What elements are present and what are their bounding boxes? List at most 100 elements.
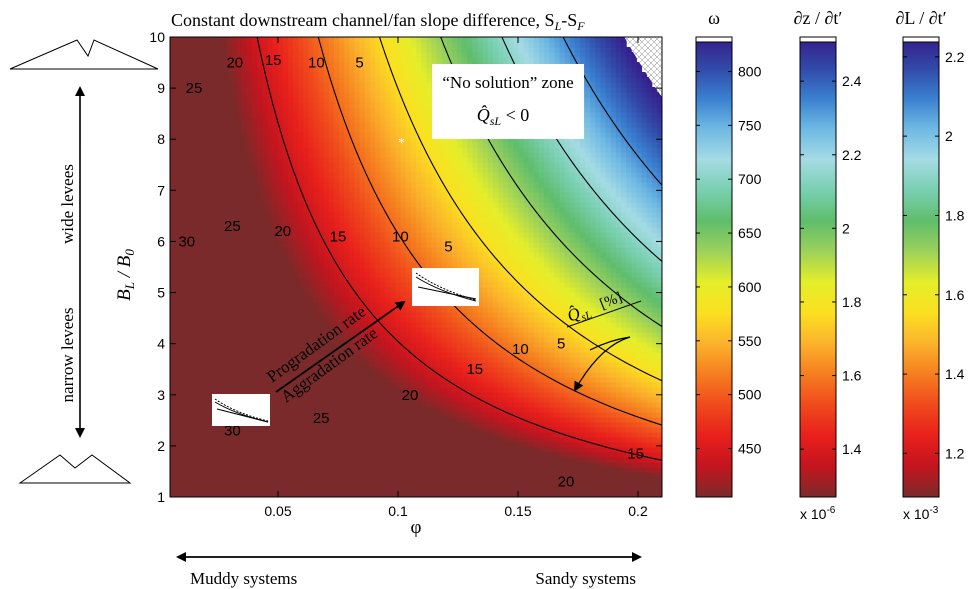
heatmap-cell xyxy=(200,282,207,288)
heatmap-cell xyxy=(313,492,320,497)
heatmap-cell xyxy=(272,312,279,318)
heatmap-cell xyxy=(180,152,186,158)
heatmap-cell xyxy=(354,302,361,308)
heatmap-cell xyxy=(344,132,350,138)
heatmap-cell xyxy=(241,342,248,348)
heatmap-cell xyxy=(211,132,217,138)
heatmap-cell xyxy=(339,462,345,468)
heatmap-cell xyxy=(380,432,386,438)
heatmap-cell xyxy=(180,52,186,58)
heatmap-cell xyxy=(364,432,371,438)
heatmap-cell xyxy=(344,57,350,63)
heatmap-cell xyxy=(318,477,325,483)
heatmap-cell xyxy=(298,402,304,408)
heatmap-cell xyxy=(436,217,443,223)
heatmap-cell xyxy=(431,422,438,428)
heatmap-cell xyxy=(328,277,335,283)
heatmap-cell xyxy=(328,57,335,63)
heatmap-cell xyxy=(170,282,176,288)
heatmap-cell xyxy=(221,207,227,213)
heatmap-cell xyxy=(180,347,186,353)
heatmap-cell xyxy=(236,92,243,98)
heatmap-cell xyxy=(221,387,227,393)
heatmap-cell xyxy=(410,177,417,183)
heatmap-cell xyxy=(375,217,381,223)
heatmap-cell xyxy=(180,382,186,388)
heatmap-cell xyxy=(246,152,253,158)
heatmap-cell xyxy=(441,57,448,63)
heatmap-cell xyxy=(200,357,207,363)
heatmap-cell xyxy=(170,402,176,408)
heatmap-cell xyxy=(313,382,320,388)
heatmap-cell xyxy=(252,232,258,238)
heatmap-cell xyxy=(282,77,289,83)
heatmap-cell xyxy=(180,62,186,68)
heatmap-cell xyxy=(293,147,299,153)
heatmap-cell xyxy=(359,137,366,143)
heatmap-cell xyxy=(303,347,309,353)
heatmap-cell xyxy=(170,382,176,388)
heatmap-cell xyxy=(185,142,192,148)
heatmap-cell xyxy=(277,152,284,158)
heatmap-cell xyxy=(380,117,386,123)
heatmap-cell xyxy=(200,87,207,93)
heatmap-cell xyxy=(231,42,238,48)
heatmap-cell xyxy=(246,122,253,128)
heatmap-cell xyxy=(349,247,356,253)
heatmap-cell xyxy=(246,137,253,143)
heatmap-cell xyxy=(395,477,402,483)
heatmap-cell xyxy=(190,182,197,188)
heatmap-cell xyxy=(277,482,284,488)
heatmap-cell xyxy=(287,102,294,108)
heatmap-cell xyxy=(241,87,248,93)
heatmap-cell xyxy=(262,327,268,333)
heatmap-cell xyxy=(436,452,443,458)
heatmap-cell xyxy=(272,442,279,448)
heatmap-cell xyxy=(216,167,222,173)
heatmap-cell xyxy=(349,37,356,43)
heatmap-cell xyxy=(211,42,217,48)
heatmap-cell xyxy=(323,172,330,178)
heatmap-cell xyxy=(441,177,448,183)
heatmap-cell xyxy=(380,487,386,493)
heatmap-cell xyxy=(328,227,335,233)
heatmap-cell xyxy=(313,77,320,83)
heatmap-cell xyxy=(277,122,284,128)
heatmap-cell xyxy=(262,152,268,158)
heatmap-cell xyxy=(241,147,248,153)
heatmap-cell xyxy=(339,337,345,343)
heatmap-cell xyxy=(354,72,361,78)
heatmap-cell xyxy=(359,122,366,128)
heatmap-cell xyxy=(349,197,356,203)
heatmap-cell xyxy=(313,162,320,168)
heatmap-cell xyxy=(236,292,243,298)
heatmap-cell xyxy=(354,367,361,373)
heatmap-cell xyxy=(277,277,284,283)
heatmap-cell xyxy=(436,432,443,438)
heatmap-cell xyxy=(236,177,243,183)
heatmap-cell xyxy=(313,87,320,93)
heatmap-cell xyxy=(354,447,361,453)
heatmap-cell xyxy=(293,277,299,283)
heatmap-cell xyxy=(277,367,284,373)
heatmap-cell xyxy=(308,437,315,443)
heatmap-cell xyxy=(359,272,366,278)
heatmap-cell xyxy=(287,357,294,363)
heatmap-cell xyxy=(410,47,417,53)
heatmap-cell xyxy=(293,247,299,253)
heatmap-cell xyxy=(257,322,263,328)
heatmap-cell xyxy=(344,232,350,238)
heatmap-cell xyxy=(369,37,376,43)
heatmap-cell xyxy=(190,257,197,263)
heatmap-cell xyxy=(375,197,381,203)
heatmap-cell xyxy=(185,307,192,313)
heatmap-cell xyxy=(308,112,315,118)
heatmap-cell xyxy=(369,187,376,193)
heatmap-cell xyxy=(257,352,263,358)
heatmap-cell xyxy=(205,397,212,403)
heatmap-cell xyxy=(205,202,212,208)
heatmap-cell xyxy=(252,317,258,323)
heatmap-cell xyxy=(303,92,309,98)
heatmap-cell xyxy=(446,357,453,363)
heatmap-cell xyxy=(313,477,320,483)
